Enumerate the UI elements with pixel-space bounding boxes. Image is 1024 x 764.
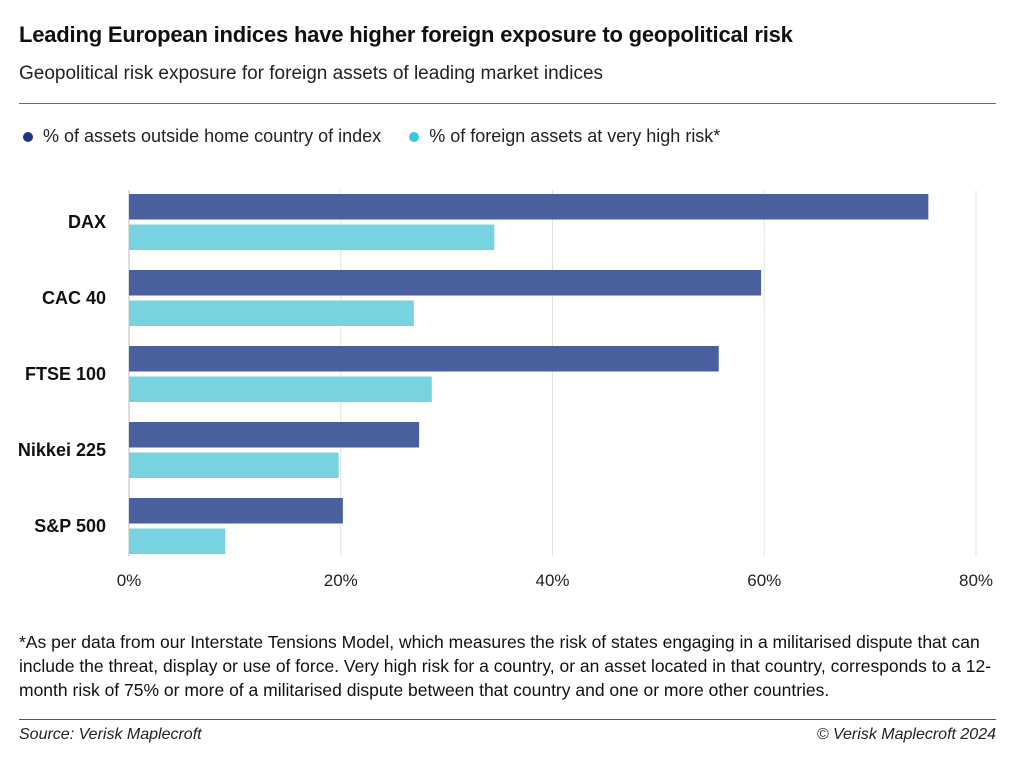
bar-high-risk: [129, 224, 495, 250]
chart-subtitle: Geopolitical risk exposure for foreign a…: [19, 63, 604, 84]
category-label: S&P 500: [34, 516, 106, 536]
category-label: Nikkei 225: [18, 440, 106, 460]
bar-high-risk: [129, 300, 414, 326]
legend-item-outside-assets: % of assets outside home country of inde…: [23, 126, 381, 147]
bar-outside-assets: [129, 498, 343, 524]
bar-outside-assets: [129, 422, 420, 448]
footnote: *As per data from our Interstate Tension…: [19, 632, 992, 700]
bar-chart: 0% 20% 40% 60% 80% DAX CAC 40 FTSE 100 Nikkei 22…: [18, 190, 993, 590]
bar-outside-assets: [129, 194, 929, 220]
legend-label-outside-assets: % of assets outside home country of inde…: [43, 126, 382, 146]
x-tick-label: 20%: [324, 571, 358, 590]
legend-dot-icon: [23, 131, 33, 142]
category-label: DAX: [68, 212, 106, 232]
x-tick-label: 40%: [535, 571, 569, 590]
bar-high-risk: [129, 376, 432, 402]
category-label: FTSE 100: [25, 364, 106, 384]
bar-outside-assets: [129, 270, 762, 296]
bar-outside-assets: [129, 346, 719, 372]
x-tick-label: 0%: [117, 571, 142, 590]
chart-title: Leading European indices have higher for…: [19, 22, 793, 47]
legend-label-high-risk: % of foreign assets at very high risk*: [429, 126, 721, 146]
legend-dot-icon: [409, 131, 420, 142]
category-label: CAC 40: [42, 288, 106, 308]
x-tick-label: 80%: [959, 571, 993, 590]
copyright-note: © Verisk Maplecroft 2024: [816, 726, 996, 743]
bar-high-risk: [129, 528, 226, 554]
bar-high-risk: [129, 452, 339, 478]
bottom-divider: [19, 719, 996, 720]
legend: % of assets outside home country of inde…: [23, 126, 748, 147]
x-tick-label: 60%: [747, 571, 781, 590]
top-divider: [19, 103, 996, 104]
source-note: Source: Verisk Maplecroft: [19, 726, 202, 743]
legend-item-high-risk: % of foreign assets at very high risk*: [409, 126, 720, 147]
